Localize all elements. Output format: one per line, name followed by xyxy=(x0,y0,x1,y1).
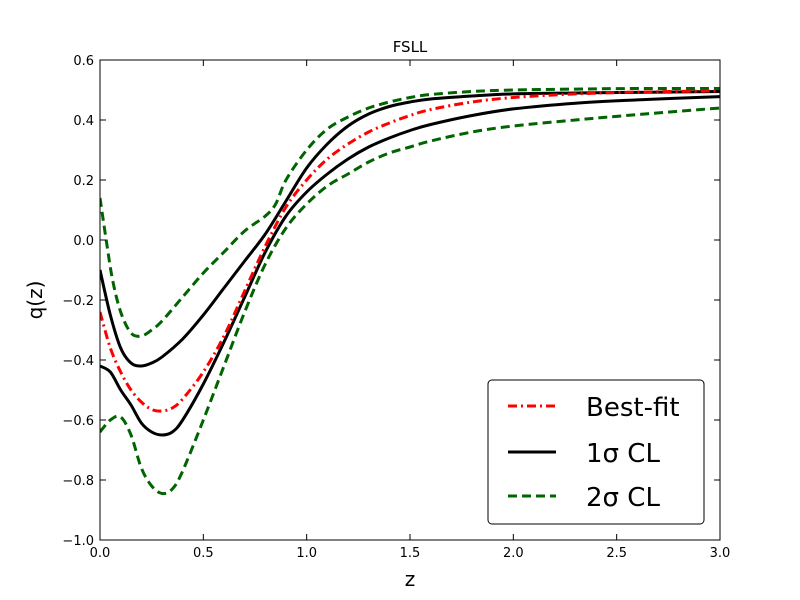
series-line-4 xyxy=(100,106,720,496)
x-tick-label: 0.0 xyxy=(90,546,111,561)
y-tick-label: −0.8 xyxy=(62,474,94,489)
legend-label-2sigma: 2σ CL xyxy=(586,483,660,513)
y-tick-label: −0.2 xyxy=(62,294,94,309)
series-line-3 xyxy=(100,86,720,338)
legend-label-best-fit: Best-fit xyxy=(586,393,680,423)
legend-box xyxy=(487,379,705,525)
x-tick-label: 2.5 xyxy=(606,546,627,561)
tick-layer: 0.0 0.5 1.0 1.5 2.0 2.5 3.0 −1.0 −0.8 −0.6 −0.4 −0.… xyxy=(62,54,730,561)
y-tick-label: 0.6 xyxy=(73,54,94,69)
y-tick-label: −0.6 xyxy=(62,414,94,429)
series-line-2 xyxy=(100,95,720,437)
legend: Best-fit 1σ CL 2σ CL xyxy=(487,379,705,525)
series-layer xyxy=(100,86,720,496)
chart-title: FSLL xyxy=(393,38,428,56)
x-tick-label: 1.0 xyxy=(296,546,317,561)
x-tick-label: 0.5 xyxy=(193,546,214,561)
x-tick-label: 2.0 xyxy=(503,546,524,561)
series-line-1 xyxy=(100,90,720,368)
series-line-0 xyxy=(100,89,720,413)
y-axis-label: q(z) xyxy=(23,281,47,320)
y-tick-label: 0.0 xyxy=(73,234,94,249)
y-tick-label: −1.0 xyxy=(62,534,94,549)
x-tick-label: 1.5 xyxy=(400,546,421,561)
plot-frame xyxy=(99,59,721,541)
legend-label-1sigma: 1σ CL xyxy=(586,439,660,469)
y-tick-label: 0.2 xyxy=(73,174,94,189)
y-tick-label: −0.4 xyxy=(62,354,94,369)
y-tick-label: 0.4 xyxy=(73,114,94,129)
x-tick-label: 3.0 xyxy=(710,546,731,561)
x-axis-label: z xyxy=(405,567,416,591)
